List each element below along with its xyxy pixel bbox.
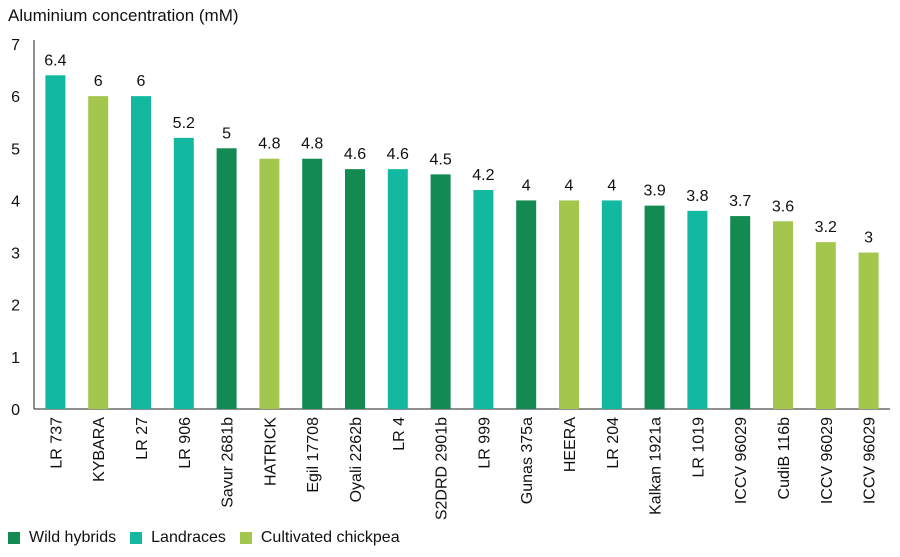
data-label: 4.5 bbox=[429, 151, 451, 168]
bar bbox=[302, 158, 323, 409]
data-label: 3.2 bbox=[815, 219, 837, 236]
data-label: 4.2 bbox=[472, 167, 494, 184]
bar bbox=[601, 200, 622, 409]
bar bbox=[516, 200, 537, 409]
x-tick-label: ICCV 96029 bbox=[862, 417, 879, 504]
y-tick-label: 0 bbox=[11, 402, 20, 419]
data-label: 4.6 bbox=[387, 146, 409, 163]
bar bbox=[216, 148, 237, 410]
x-tick-label: HATRICK bbox=[262, 417, 279, 486]
bar bbox=[559, 200, 579, 409]
x-tick-label: LR 737 bbox=[48, 417, 65, 469]
x-tick-label: S2DRD 2901b bbox=[434, 417, 451, 520]
data-label: 4 bbox=[522, 177, 531, 194]
x-tick-label: ICCV 96029 bbox=[733, 417, 750, 504]
bar bbox=[430, 174, 451, 409]
bar bbox=[773, 221, 793, 409]
bar bbox=[858, 252, 879, 409]
data-label: 6 bbox=[94, 73, 103, 90]
data-label: 3 bbox=[864, 230, 873, 247]
x-tick-label: LR 4 bbox=[391, 417, 408, 451]
legend-item-landraces: Landraces bbox=[130, 529, 226, 547]
x-tick-label: CudiB 116b bbox=[776, 417, 793, 500]
bar bbox=[88, 96, 109, 410]
y-tick-label: 3 bbox=[11, 246, 20, 263]
bar bbox=[473, 190, 494, 409]
y-tick-label: 4 bbox=[11, 193, 20, 210]
data-label: 4 bbox=[565, 177, 574, 194]
x-tick-label: LR 204 bbox=[605, 417, 622, 469]
legend-item-wild-hybrids: Wild hybrids bbox=[8, 529, 116, 547]
x-tick-label: LR 27 bbox=[134, 417, 151, 460]
legend-swatch-landraces bbox=[130, 532, 143, 544]
y-axis-title: Aluminium concentration (mM) bbox=[8, 6, 239, 25]
y-tick-label: 1 bbox=[11, 350, 20, 367]
data-label: 3.9 bbox=[643, 183, 665, 200]
x-tick-label: Gunas 375a bbox=[519, 417, 536, 504]
bar bbox=[45, 75, 66, 410]
x-tick-label: LR 999 bbox=[476, 417, 493, 469]
data-label: 3.7 bbox=[729, 193, 751, 210]
bar bbox=[345, 169, 365, 409]
data-label: 5.2 bbox=[173, 115, 195, 132]
legend: Wild hybrids Landraces Cultivated chickp… bbox=[8, 529, 414, 547]
x-tick-label: Kalkan 1921a bbox=[648, 417, 665, 515]
x-tick-label: Egil 17708 bbox=[305, 417, 322, 493]
data-label: 4.8 bbox=[258, 136, 280, 153]
bar bbox=[815, 242, 836, 409]
bar bbox=[687, 210, 708, 409]
x-tick-label: Savur 2681b bbox=[220, 417, 237, 508]
data-label: 3.8 bbox=[686, 188, 708, 205]
legend-swatch-wild-hybrids bbox=[8, 532, 20, 544]
bar bbox=[131, 96, 151, 410]
data-label: 6.4 bbox=[44, 52, 66, 69]
x-tick-label: ICCV 96029 bbox=[819, 417, 836, 504]
x-tick-label: HEERA bbox=[562, 417, 579, 472]
legend-item-cultivated-chickpea: Cultivated chickpea bbox=[239, 529, 400, 547]
x-tick-label: KYBARA bbox=[91, 417, 108, 482]
bar bbox=[644, 205, 665, 409]
y-tick-label: 2 bbox=[11, 298, 20, 315]
y-tick-label: 7 bbox=[11, 37, 20, 54]
x-tick-label: LR 906 bbox=[177, 417, 194, 469]
y-tick-label: 6 bbox=[11, 89, 20, 106]
bar bbox=[387, 169, 408, 409]
bar bbox=[259, 158, 280, 409]
y-tick-label: 5 bbox=[11, 141, 20, 158]
x-tick-label: Oyali 2262b bbox=[348, 417, 365, 502]
data-label: 4.8 bbox=[301, 136, 323, 153]
data-label: 6 bbox=[137, 73, 146, 90]
legend-swatch-cultivated-chickpea bbox=[239, 532, 252, 544]
data-label: 4 bbox=[607, 177, 616, 194]
data-label: 5 bbox=[222, 125, 231, 142]
legend-label-wild-hybrids: Wild hybrids bbox=[29, 529, 117, 546]
bar bbox=[173, 137, 194, 409]
legend-label-landraces: Landraces bbox=[151, 529, 226, 546]
x-tick-label: LR 1019 bbox=[690, 417, 707, 478]
data-label: 3.6 bbox=[772, 198, 794, 215]
data-label: 4.6 bbox=[344, 146, 366, 163]
legend-label-cultivated-chickpea: Cultivated chickpea bbox=[260, 529, 400, 546]
bar bbox=[730, 216, 751, 409]
